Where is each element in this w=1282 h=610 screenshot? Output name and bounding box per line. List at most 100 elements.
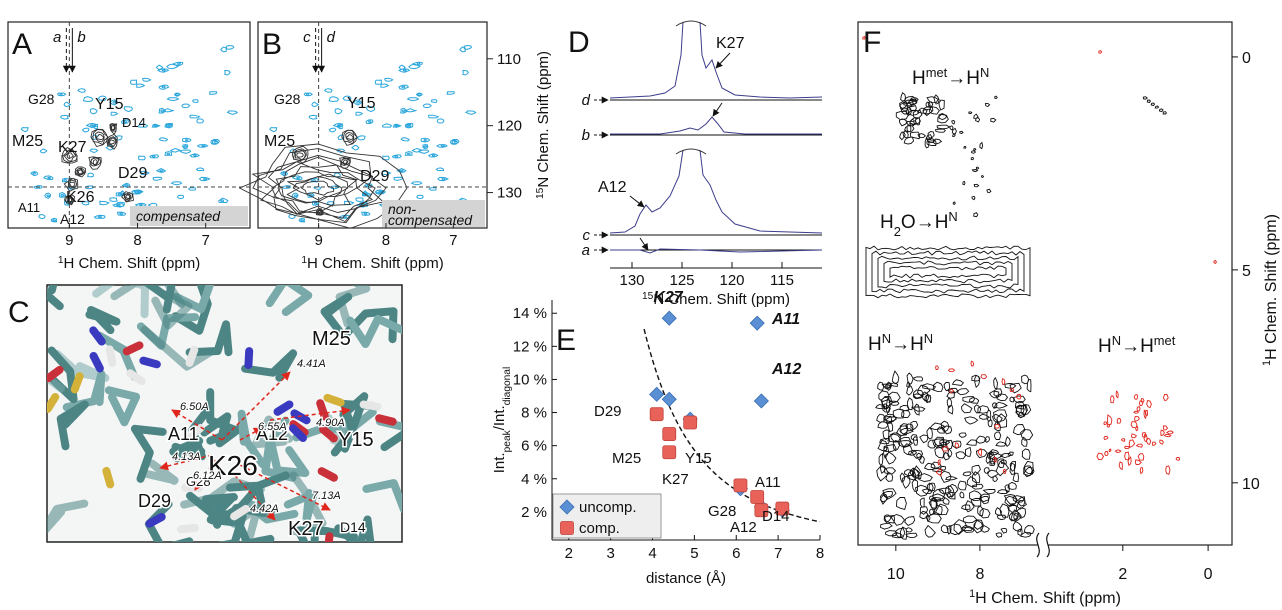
bond — [143, 285, 176, 314]
x-tick-label: 8 — [816, 545, 824, 562]
bond-atom — [375, 414, 397, 426]
bond — [171, 285, 212, 335]
bond — [47, 289, 64, 311]
point — [649, 386, 665, 402]
trace-label: b — [582, 127, 590, 144]
bond-atom — [288, 424, 307, 443]
text-part: peak — [502, 429, 513, 452]
point — [749, 315, 765, 331]
x-tick-label: 8 — [382, 232, 390, 249]
bond-atom — [122, 341, 144, 356]
point-label: D14 — [762, 508, 790, 525]
text-part: N — [1112, 333, 1121, 348]
bond-atom — [105, 345, 117, 368]
distance-arrow — [171, 409, 223, 441]
point-label: G28 — [708, 503, 736, 520]
panel-letter: B — [262, 28, 282, 61]
note-text: compensated — [388, 212, 473, 228]
legend-label: uncomp. — [579, 499, 637, 516]
distance-label: 6.12A — [193, 470, 222, 482]
marker-label: d — [327, 29, 336, 46]
point-label: D29 — [594, 403, 622, 420]
legend-label: comp. — [579, 520, 620, 537]
point — [661, 391, 677, 407]
bond — [92, 285, 149, 319]
residue-label: D14 — [340, 519, 366, 535]
point — [649, 407, 664, 422]
note-text: non- — [388, 201, 416, 217]
peak-label: D29 — [360, 168, 389, 185]
y-tick-label: 8 % — [521, 405, 547, 422]
peak-label: A11 — [18, 200, 40, 215]
spectrum-label: HN→Hmet — [1098, 333, 1176, 358]
residue-label: Y15 — [338, 429, 374, 451]
contours-black — [238, 129, 408, 229]
panel-letter: E — [556, 324, 576, 357]
distance-arrow — [239, 464, 331, 511]
contours-black — [865, 91, 1167, 540]
text-part: 1 — [301, 255, 307, 266]
peak-label: G28 — [28, 91, 55, 107]
text-part: 15 — [642, 291, 654, 302]
peak-arrow — [712, 102, 723, 117]
text-part: Int. — [491, 452, 508, 473]
text-part: N — [948, 209, 957, 224]
y-tick-label: 0 — [1242, 50, 1251, 67]
bond — [140, 325, 215, 371]
x-tick-label: 125 — [669, 272, 694, 289]
y-tick-label: 110 — [497, 51, 521, 68]
fit-curve — [643, 328, 821, 523]
text-part: /Int. — [491, 405, 508, 430]
bond — [56, 400, 89, 451]
point-label: A11 — [771, 311, 800, 328]
y-tick-label: 14 % — [513, 305, 547, 322]
bond-atom — [323, 393, 345, 407]
bond-atom — [89, 326, 106, 346]
note-box — [130, 206, 248, 226]
bond — [151, 290, 193, 330]
distance-label: 4.13A — [172, 451, 201, 463]
x-tick-label: 115 — [770, 272, 794, 289]
residue-label: G28 — [186, 474, 211, 489]
bond-atom — [244, 347, 254, 370]
contours-red — [862, 35, 1218, 477]
bond-atom — [145, 512, 166, 528]
x-tick-label: 9 — [65, 232, 73, 249]
panel-letter: A — [12, 28, 32, 61]
text-part: →H — [1121, 336, 1154, 357]
panel-letter: C — [8, 296, 30, 329]
distance-label: 6.50A — [180, 401, 209, 413]
bond-atom — [176, 523, 199, 534]
bond — [213, 471, 290, 526]
point — [683, 415, 698, 430]
legend-swatch — [560, 521, 574, 535]
point — [662, 427, 677, 441]
x-tick-label: 7 — [449, 232, 457, 249]
bond — [294, 526, 359, 542]
x-axis-label: 1H Chem. Shift (ppm) — [58, 255, 200, 273]
distance-arrow — [229, 469, 276, 521]
text-part: →H — [891, 334, 924, 355]
bond-atom — [70, 372, 84, 394]
x-tick-label: 9 — [314, 232, 322, 249]
text-part: 1 — [1261, 360, 1273, 366]
point — [754, 503, 769, 518]
text-part: O→H — [901, 212, 949, 233]
x-tick-label: 4 — [648, 545, 656, 562]
x-axis-label: distance (Å) — [646, 570, 726, 587]
y-tick-label: 10 % — [513, 371, 547, 388]
peak-arrow — [629, 195, 645, 208]
y-tick-label: 10 — [1242, 476, 1260, 493]
axis-break — [1036, 532, 1050, 558]
distance-arrow — [159, 454, 213, 471]
text-part: 1 — [969, 588, 975, 600]
bond-atom — [317, 467, 338, 482]
distance-label: 4.42A — [250, 503, 279, 515]
text-part: met — [1154, 333, 1176, 348]
bond-atom — [47, 365, 64, 383]
bond — [292, 408, 377, 442]
text-part: N — [924, 331, 933, 346]
trace-label: c — [583, 227, 591, 244]
bond — [206, 388, 241, 445]
point — [661, 310, 677, 326]
